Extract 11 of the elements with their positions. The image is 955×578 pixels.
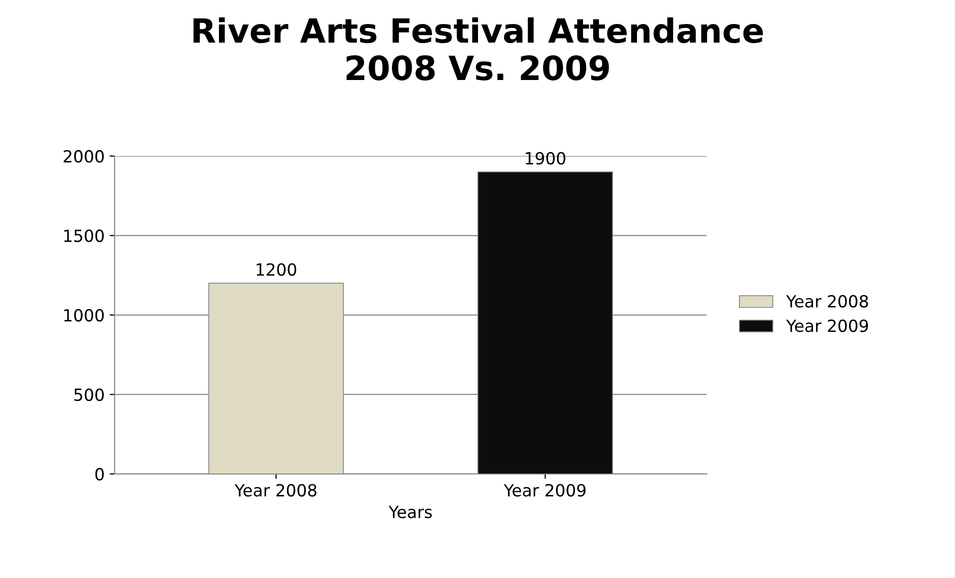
y-tick-label: 1000: [64, 308, 104, 322]
y-tick-label: 0: [95, 468, 104, 481]
legend-label: Year 2009: [786, 319, 868, 332]
x-axis-title: Years: [388, 506, 432, 518]
legend-label: Year 2008: [786, 295, 868, 308]
data-label: 1900: [526, 152, 566, 165]
data-label: 1200: [256, 263, 296, 276]
chart-title: River Arts Festival Attendance 2008 Vs. 2009: [194, 17, 763, 80]
y-tick-label: 1500: [64, 229, 104, 242]
y-tick-label: 500: [74, 388, 104, 402]
y-tick-label: 2000: [64, 150, 104, 163]
